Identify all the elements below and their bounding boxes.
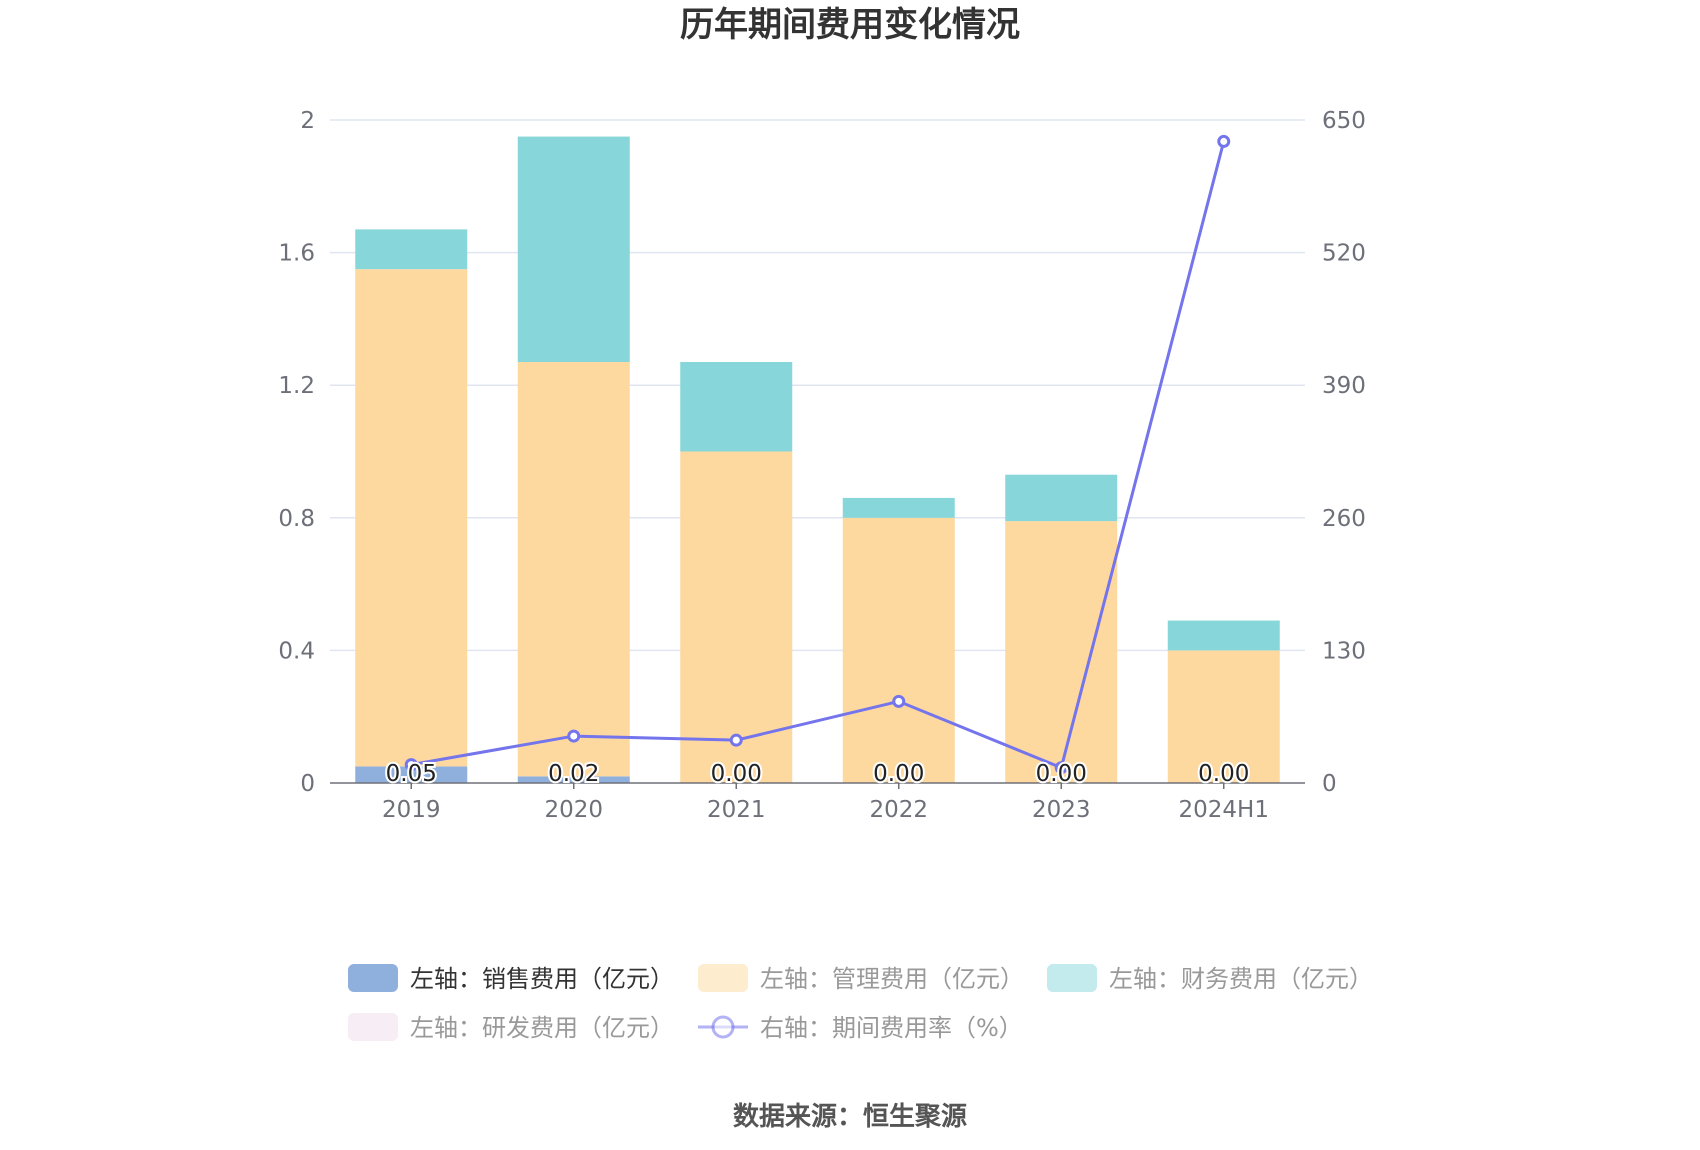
sales-data-label: 0.00 [1036,761,1087,787]
right-tick-label: 650 [1322,108,1366,134]
legend-swatch-icon [348,1013,398,1041]
finance-bar [680,361,793,452]
rate-point [729,733,743,747]
finance-bar [355,229,468,270]
admin-bar [517,361,630,777]
sales-data-labels: 0.05 0.02 0.00 0.00 0.00 0.00 [384,759,1252,789]
right-tick-label: 130 [1322,638,1366,664]
legend-label: 左轴：研发费用（亿元） [410,1014,674,1042]
left-tick-label: 2 [300,108,315,134]
legend-label: 左轴：管理费用（亿元） [760,965,1024,993]
x-axis-labels: 2019 2020 2021 2022 2023 2024H1 [382,783,1269,823]
legend: 左轴：销售费用（亿元） 左轴：管理费用（亿元） 左轴：财务费用（亿元） 左轴：研发费用… [348,964,1373,1042]
sales-data-label: 0.00 [1198,761,1249,787]
rate-point [567,729,581,743]
left-tick-label: 0 [300,771,315,797]
admin-bar [1167,650,1280,783]
left-tick-label: 1.2 [278,373,315,399]
finance-bar [842,497,955,518]
finance-bar [1005,474,1118,522]
chart-title: 历年期间费用变化情况 [680,5,1020,45]
legend-swatch-icon [1047,964,1097,992]
right-tick-label: 260 [1322,506,1366,532]
finance-bar [1167,620,1280,651]
right-tick-label: 390 [1322,373,1366,399]
legend-swatch-icon [348,964,398,992]
legend-label: 左轴：销售费用（亿元） [410,965,674,993]
sales-data-label: 0.02 [548,761,599,787]
legend-item-rate[interactable]: 右轴：期间费用率（%） [698,1014,1023,1042]
x-tick-label: 2020 [544,797,603,823]
left-tick-label: 0.4 [278,638,315,664]
legend-item-sales[interactable]: 左轴：销售费用（亿元） [348,964,674,993]
legend-item-rnd[interactable]: 左轴：研发费用（亿元） [348,1013,674,1042]
admin-bar [1005,521,1118,783]
legend-label: 左轴：财务费用（亿元） [1109,965,1373,993]
legend-label: 右轴：期间费用率（%） [760,1014,1023,1042]
legend-swatch-icon [698,964,748,992]
legend-item-admin[interactable]: 左轴：管理费用（亿元） [698,964,1024,993]
sales-data-label: 0.00 [873,761,924,787]
sales-bar [517,776,630,783]
rate-point [1217,134,1231,148]
left-tick-label: 0.8 [278,506,315,532]
rate-line-series [404,134,1231,775]
left-axis-ticks: 0 0.4 0.8 1.2 1.6 2 [278,108,315,797]
admin-bar [680,451,793,783]
rate-point [892,694,906,708]
rate-point [1054,761,1068,775]
sales-bar [355,766,468,783]
admin-bar [842,517,955,783]
right-tick-label: 0 [1322,771,1337,797]
left-tick-label: 1.6 [278,241,315,267]
x-tick-label: 2021 [707,797,766,823]
finance-bar [517,136,630,362]
data-source: 数据来源：恒生聚源 [733,1102,967,1132]
sales-data-label: 0.05 [386,761,437,787]
rate-point [404,758,418,772]
right-tick-label: 520 [1322,241,1366,267]
grid-lines [330,119,1305,652]
admin-bar [355,269,468,767]
x-tick-label: 2019 [382,797,441,823]
legend-circle-icon [711,1015,735,1039]
legend-item-finance[interactable]: 左轴：财务费用（亿元） [1047,964,1373,993]
right-axis-ticks: 0 130 260 390 520 650 [1322,108,1366,797]
bar-series [355,136,1280,783]
rate-line [410,141,1226,770]
x-tick-label: 2022 [869,797,928,823]
x-tick-label: 2023 [1032,797,1091,823]
sales-data-label: 0.00 [711,761,762,787]
x-tick-label: 2024H1 [1179,797,1269,823]
